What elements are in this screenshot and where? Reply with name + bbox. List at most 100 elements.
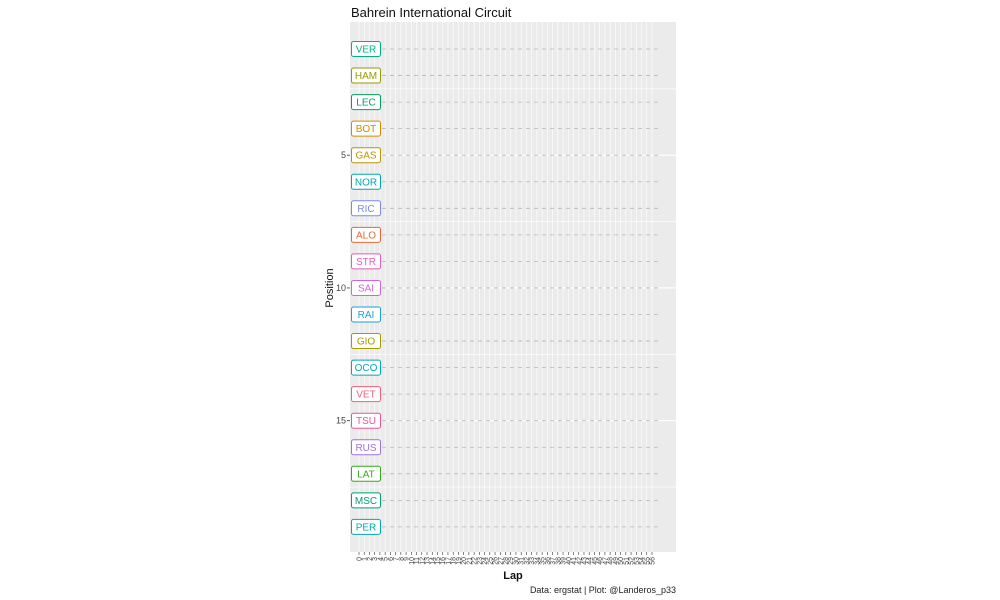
driver-label: LEC — [356, 98, 375, 109]
chart-caption: Data: ergstat | Plot: @Landeros_p33 — [530, 585, 676, 595]
y-axis: 5 10 15 — [336, 150, 350, 426]
x-tick-label: 15 — [435, 557, 442, 565]
x-tick-label: 9 — [404, 557, 411, 561]
x-tick-label: 52 — [629, 557, 636, 565]
driver-label: SAI — [358, 283, 374, 294]
x-tick-label: 35 — [540, 557, 547, 565]
x-tick-label: 19 — [456, 557, 463, 565]
x-tick-label: 8 — [398, 557, 405, 561]
series-msc: MSC — [351, 492, 658, 509]
driver-label: RAI — [358, 310, 375, 321]
x-tick-label: 14 — [430, 557, 437, 565]
x-tick-label: 21 — [466, 557, 473, 565]
series-ver: VER — [351, 41, 658, 57]
x-tick-label: 3 — [372, 557, 379, 561]
series-bot: BOT — [351, 120, 658, 137]
x-tick-label: 43 — [581, 557, 588, 565]
series-per: PER — [351, 518, 658, 535]
x-axis-title: Lap — [503, 570, 523, 582]
grid-lines — [350, 22, 676, 552]
driver-label-box — [351, 359, 381, 376]
driver-label: STR — [356, 257, 376, 268]
driver-label: VER — [356, 45, 377, 56]
driver-label-box — [351, 147, 381, 164]
driver-label: HAM — [355, 71, 377, 82]
x-tick-label: 5 — [383, 557, 390, 561]
x-tick-label: 0 — [357, 557, 364, 561]
x-tick-label: 39 — [561, 557, 568, 565]
driver-label-box — [351, 306, 381, 323]
driver-label-box — [351, 173, 381, 190]
series-vet: VET — [351, 386, 658, 403]
x-tick-label: 30 — [513, 557, 520, 565]
driver-label-box — [351, 492, 381, 509]
driver-label: TSU — [356, 416, 376, 427]
series-lec: LEC — [351, 94, 658, 111]
x-tick-label: 47 — [602, 557, 609, 565]
x-tick-label: 10 — [409, 557, 416, 565]
driver-label-box — [351, 386, 381, 403]
x-tick-label: 53 — [634, 557, 641, 565]
plot-panel — [350, 22, 676, 552]
x-tick-label: 16 — [440, 557, 447, 565]
x-tick-label: 29 — [508, 557, 515, 565]
driver-label-box — [351, 333, 381, 350]
x-tick-label: 44 — [587, 557, 594, 565]
driver-label-box — [351, 226, 381, 243]
driver-label: OCO — [355, 363, 378, 374]
x-tick-label: 31 — [519, 557, 526, 565]
x-tick-label: 42 — [576, 557, 583, 565]
series-nor: NOR — [351, 173, 658, 190]
driver-label: ALO — [356, 230, 376, 241]
driver-label-box — [351, 412, 381, 429]
x-tick-label: 51 — [623, 557, 630, 565]
x-tick-label: 38 — [555, 557, 562, 565]
x-tick-label: 12 — [419, 557, 426, 565]
x-tick-label: 17 — [445, 557, 452, 565]
x-tick-label: 45 — [592, 557, 599, 565]
driver-label: GAS — [355, 151, 376, 162]
y-tick-label: 10 — [336, 283, 346, 293]
driver-label: BOT — [356, 124, 377, 135]
x-tick-label: 34 — [534, 557, 541, 565]
driver-label-box — [351, 67, 381, 84]
x-tick-label: 49 — [613, 557, 620, 565]
x-tick-label: 26 — [493, 557, 500, 565]
x-tick-label: 7 — [393, 557, 400, 561]
x-tick-label: 28 — [503, 557, 510, 565]
driver-label: NOR — [355, 177, 377, 188]
series-str: STR — [351, 253, 658, 270]
driver-label: GIO — [357, 337, 376, 348]
x-tick-label: 32 — [524, 557, 531, 565]
series-ham: HAM — [351, 67, 658, 84]
y-tick-label: 15 — [336, 416, 346, 426]
x-tick-label: 23 — [477, 557, 484, 565]
y-axis-title: Position — [324, 268, 336, 307]
series-lat: LAT — [351, 465, 658, 482]
x-tick-label: 13 — [425, 557, 432, 565]
series-gas: GAS — [351, 147, 658, 164]
x-tick-label: 4 — [377, 557, 384, 561]
driver-label-box — [351, 120, 381, 137]
chart-title: Bahrein International Circuit — [351, 5, 512, 20]
x-tick-label: 55 — [644, 557, 651, 565]
series-rus: RUS — [351, 439, 658, 456]
driver-label-box — [351, 439, 381, 456]
driver-label-box — [351, 253, 381, 270]
series-tsu: TSU — [351, 412, 658, 429]
driver-label: VET — [356, 390, 375, 401]
driver-label: RIC — [357, 204, 374, 215]
series-ric: RIC — [351, 200, 658, 217]
x-tick-label: 6 — [388, 557, 395, 561]
series-oco: OCO — [351, 359, 658, 376]
x-tick-label: 56 — [650, 557, 657, 565]
driver-label: LAT — [357, 469, 375, 480]
x-tick-label: 11 — [414, 557, 421, 564]
x-axis: 0123456789101112131415161718192021222324… — [357, 552, 657, 565]
x-tick-label: 22 — [472, 557, 479, 565]
series-layer: VER HAM LEC BOT GAS NOR RIC ALO STR SAI RAI GIO OCO V… — [351, 41, 658, 535]
driver-label: RUS — [355, 443, 376, 454]
driver-label-box — [351, 465, 381, 482]
x-tick-label: 33 — [529, 557, 536, 565]
